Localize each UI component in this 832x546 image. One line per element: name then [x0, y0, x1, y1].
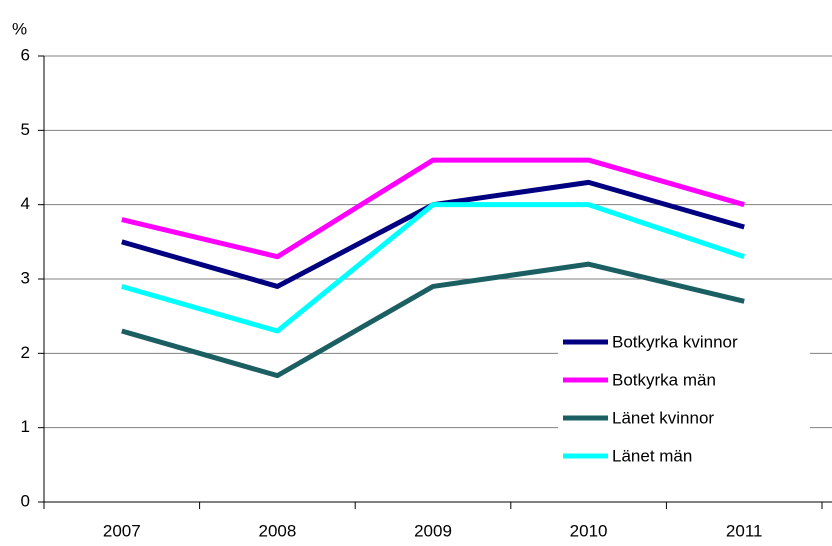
y-axis-label: % — [12, 19, 27, 38]
legend-label: Länet kvinnor — [612, 408, 714, 427]
series-line — [121, 202, 745, 334]
series-line — [121, 261, 745, 379]
x-tick-label: 2009 — [414, 521, 452, 540]
series-line — [121, 179, 745, 289]
legend-label: Länet män — [612, 446, 692, 465]
y-tick-label: 0 — [21, 491, 30, 510]
series-line — [121, 157, 745, 260]
y-tick-label: 1 — [21, 417, 30, 436]
y-tick-label: 4 — [21, 194, 30, 213]
legend-label: Botkyrka kvinnor — [612, 332, 738, 351]
y-tick-label: 5 — [21, 120, 30, 139]
x-tick-label: 2010 — [570, 521, 608, 540]
x-tick-label: 2007 — [103, 521, 141, 540]
y-tick-label: 3 — [21, 268, 30, 287]
y-tick-label: 2 — [21, 343, 30, 362]
y-tick-label: 6 — [21, 45, 30, 64]
x-tick-label: 2008 — [258, 521, 296, 540]
legend-box — [558, 322, 810, 477]
x-tick-label: 2011 — [726, 521, 763, 540]
legend-label: Botkyrka män — [612, 370, 716, 389]
